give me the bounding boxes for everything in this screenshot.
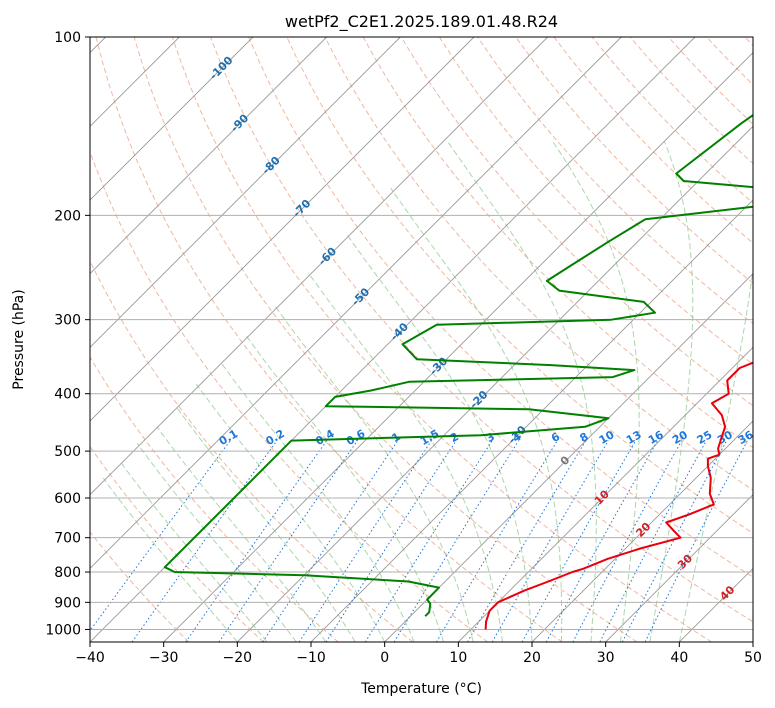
isotherm-line [531, 420, 753, 642]
moist-adiabat [195, 383, 386, 642]
y-tick-label: 700 [54, 531, 81, 547]
mixing-ratio-label: 36 [736, 428, 756, 447]
y-tick-label: 600 [54, 491, 81, 507]
plot-frame [89, 36, 754, 643]
x-tick-label: −40 [75, 650, 105, 666]
x-tick-label: −10 [296, 650, 326, 666]
dry-adiabat [324, 37, 753, 491]
dry-adiabat [90, 445, 264, 642]
y-axis-label: Pressure (hPa) [11, 289, 27, 389]
mixing-ratio-line [325, 440, 457, 642]
dry-adiabat [210, 37, 753, 623]
mixing-ratio-line [298, 440, 432, 642]
x-axis: −40 −30 −20 −10 0 10 20 30 40 50 [75, 642, 762, 666]
dry-adiabat [248, 37, 753, 578]
moist-adiabat [119, 460, 268, 642]
dry-adiabat [95, 37, 563, 642]
moist-adiabat [156, 426, 327, 642]
dry-adiabat [400, 37, 753, 407]
dry-adiabat [515, 37, 753, 284]
x-tick-label: 40 [670, 650, 688, 666]
dry-adiabat [90, 356, 339, 642]
y-tick-label: 500 [54, 444, 81, 460]
y-axis: 100 200 300 400 500 600 700 800 900 1000 [45, 30, 90, 638]
dewpoint-profile [163, 113, 753, 617]
moist-adiabat [346, 233, 533, 642]
mixing-ratio-line [572, 440, 683, 642]
dry-adiabat [171, 37, 712, 642]
isotherm-line [90, 37, 401, 348]
mixing-ratio-line [131, 440, 278, 642]
isotherm-line [237, 125, 753, 642]
dry-adiabat [133, 37, 638, 642]
isotherm-line [90, 37, 622, 569]
mixing-ratio-line [521, 440, 637, 642]
isotherm-line [752, 641, 753, 642]
isotherm-line [163, 52, 753, 642]
isotherm-line [605, 494, 753, 642]
mixing-ratio-line [364, 440, 493, 642]
background-lines [90, 37, 753, 642]
x-tick-label: 30 [597, 650, 615, 666]
x-tick-label: −30 [149, 650, 179, 666]
temperature-profile [484, 361, 753, 630]
x-tick-label: 50 [744, 650, 762, 666]
moist-adiabat [307, 272, 503, 642]
mixing-ratio-line [90, 440, 231, 632]
mixing-ratio-line [435, 440, 558, 642]
y-tick-label: 200 [54, 208, 81, 224]
x-tick-label: −20 [223, 650, 253, 666]
y-tick-label: 400 [54, 387, 81, 403]
dry-adiabat [438, 37, 753, 366]
profiles [163, 113, 753, 630]
y-tick-label: 1000 [45, 622, 81, 638]
y-tick-label: 300 [54, 313, 81, 329]
plot-background [90, 37, 753, 642]
dry-adiabat [90, 150, 488, 642]
dry-adiabat [90, 531, 190, 642]
moist-adiabat [390, 187, 563, 642]
isotherm-line [310, 199, 753, 642]
mixing-ratio-line [393, 440, 520, 642]
isotherm-line [90, 37, 254, 201]
chart-title: wetPf2_C2E1.2025.189.01.48.R24 [285, 12, 558, 32]
isotherm-line [90, 37, 327, 275]
y-tick-label: 800 [54, 565, 81, 581]
x-tick-label: 10 [449, 650, 467, 666]
moist-adiabat [274, 306, 474, 642]
x-tick-label: 20 [523, 650, 541, 666]
x-axis-label: Temperature (°C) [360, 681, 482, 697]
y-tick-label: 100 [54, 30, 81, 46]
mixing-ratio-line [262, 440, 399, 642]
isotherm-line [458, 346, 753, 642]
mixing-ratio-line [644, 440, 748, 642]
mixing-ratio-line [185, 440, 328, 642]
mixing-ratio-line [467, 440, 587, 642]
isotherm-line [90, 37, 548, 496]
isotherm-line [90, 37, 475, 422]
moist-adiabat [220, 362, 415, 642]
x-tick-label: 0 [380, 650, 389, 666]
y-tick-label: 900 [54, 595, 81, 611]
mixing-ratio-line [545, 440, 659, 642]
mixing-ratio-line [491, 440, 609, 642]
moist-adiabat [246, 336, 445, 642]
isotherm-line [384, 273, 753, 642]
moist-adiabat [136, 443, 297, 642]
